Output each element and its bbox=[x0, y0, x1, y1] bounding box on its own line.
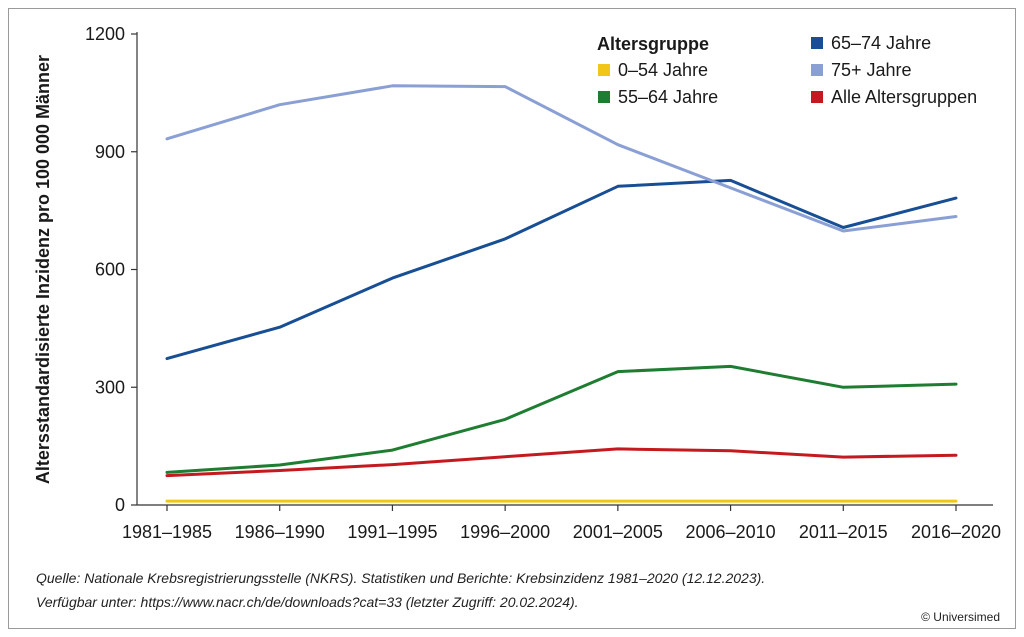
legend-swatch bbox=[598, 64, 610, 76]
y-tick-label: 900 bbox=[95, 142, 125, 162]
legend-title: Altersgruppe bbox=[597, 34, 709, 54]
series-line-2 bbox=[165, 364, 958, 474]
x-tick-label: 2016–2020 bbox=[911, 522, 1001, 542]
y-axis-label: Altersstandardisierte Inzidenz pro 100 0… bbox=[33, 55, 53, 484]
source-line-2: Verfügbar unter: https://www.nacr.ch/de/… bbox=[36, 594, 579, 610]
x-tick-label: 1986–1990 bbox=[235, 522, 325, 542]
legend-swatch bbox=[598, 91, 610, 103]
y-tick-label: 0 bbox=[115, 495, 125, 515]
y-tick-label: 300 bbox=[95, 377, 125, 397]
series-line-4 bbox=[165, 84, 958, 233]
legend-label: 65–74 Jahre bbox=[831, 33, 931, 53]
legend-label: 0–54 Jahre bbox=[618, 60, 708, 80]
legend-label: 75+ Jahre bbox=[831, 60, 912, 80]
figure-frame bbox=[8, 8, 1016, 629]
x-tick-label: 1981–1985 bbox=[122, 522, 212, 542]
y-tick-label: 600 bbox=[95, 260, 125, 280]
legend-label: Alle Altersgruppen bbox=[831, 87, 977, 107]
legend-swatch bbox=[811, 37, 823, 49]
source-line-1: Quelle: Nationale Krebsregistrierungsste… bbox=[36, 570, 766, 586]
copyright: © Universimed bbox=[921, 610, 1000, 624]
x-tick-label: 1996–2000 bbox=[460, 522, 550, 542]
legend-label: 55–64 Jahre bbox=[618, 87, 718, 107]
legend-swatch bbox=[811, 64, 823, 76]
series-line-3 bbox=[165, 178, 958, 361]
x-tick-label: 1991–1995 bbox=[347, 522, 437, 542]
chart-legend: Altersgruppe 0–54 Jahre 55–64 Jahre 65–74 J… bbox=[597, 33, 977, 107]
x-tick-label: 2011–2015 bbox=[799, 522, 888, 542]
legend-swatch bbox=[811, 91, 823, 103]
x-tick-label: 2001–2005 bbox=[573, 522, 663, 542]
x-tick-label: 2006–2010 bbox=[686, 522, 776, 542]
chart-axes: 0 300 600 900 1200 1981–1985 1986–1990 1991–199… bbox=[33, 24, 1001, 542]
series-line-5 bbox=[165, 447, 958, 478]
y-tick-label: 1200 bbox=[85, 24, 125, 44]
chart-lines bbox=[165, 84, 958, 503]
